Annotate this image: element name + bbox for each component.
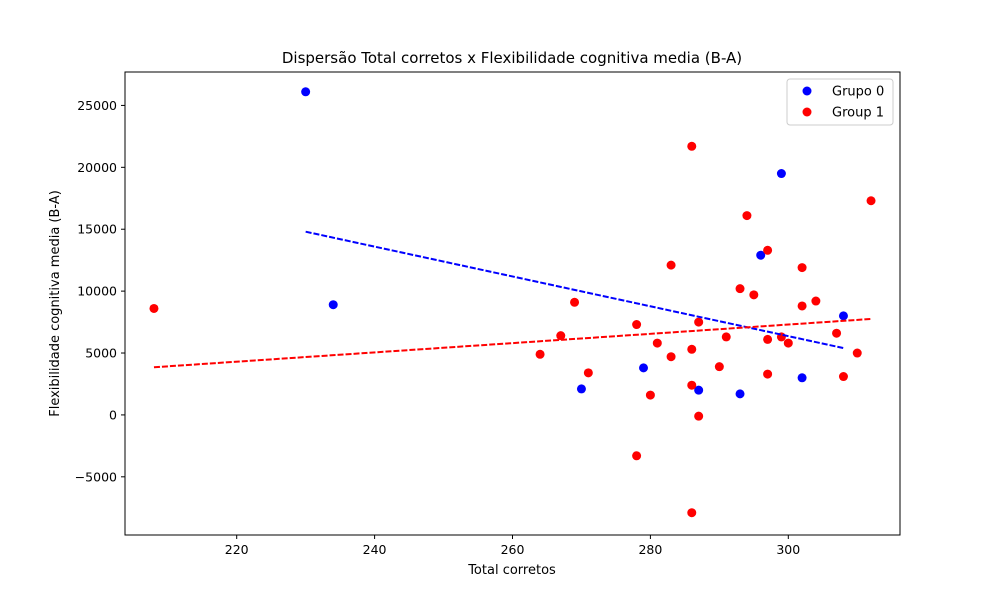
scatter-point-group-1 [632,451,642,461]
scatter-point-group-0 [576,384,586,394]
scatter-point-group-1 [797,263,807,273]
scatter-point-group-1 [652,338,662,348]
scatter-point-group-1 [556,331,566,341]
scatter-point-group-1 [714,362,724,372]
legend-label-group-0: Grupo 0 [832,85,884,100]
scatter-point-group-1 [742,211,752,221]
y-axis-label: Flexibilidade cognitiva media (B-A) [48,190,63,417]
scatter-point-group-1 [783,338,793,348]
x-tick-label: 220 [225,542,249,557]
scatter-point-group-1 [666,260,676,270]
scatter-point-group-0 [328,300,338,310]
scatter-point-group-1 [687,344,697,354]
scatter-point-group-1 [749,290,759,300]
x-tick-label: 300 [776,542,800,557]
scatter-point-group-1 [763,245,773,255]
y-tick-label: 0 [109,407,117,422]
scatter-point-group-1 [694,317,704,327]
trend-line-group-0 [305,230,844,350]
scatter-point-group-0 [756,250,766,260]
scatter-point-group-1 [687,380,697,390]
scatter-point-group-1 [666,352,676,362]
scatter-point-group-0 [776,169,786,179]
scatter-point-group-1 [852,348,862,358]
legend-marker-group-1 [802,107,812,117]
x-tick-label: 280 [638,542,662,557]
scatter-point-group-1 [570,297,580,307]
x-tick-label: 240 [363,542,387,557]
y-tick-label: 15000 [77,222,117,237]
y-tick-label: 25000 [77,98,117,113]
scatter-point-group-1 [811,296,821,306]
scatter-point-group-1 [721,332,731,342]
scatter-point-group-1 [535,349,545,359]
scatter-point-group-1 [149,303,159,313]
scatter-point-group-1 [763,334,773,344]
scatter-point-group-1 [797,301,807,311]
scatter-point-group-1 [687,508,697,518]
scatter-point-group-1 [866,196,876,206]
x-tick-label: 260 [501,542,525,557]
scatter-point-group-1 [645,390,655,400]
y-tick-label: 10000 [77,284,117,299]
legend-marker-group-0 [802,86,812,96]
scatter-point-group-1 [583,368,593,378]
scatter-point-group-1 [632,320,642,330]
scatter-point-group-1 [687,141,697,151]
y-tick-label: −5000 [75,469,117,484]
scatter-point-group-1 [763,369,773,379]
y-tick-label: 20000 [77,160,117,175]
scatter-point-group-1 [735,284,745,294]
scatter-point-group-1 [832,328,842,338]
scatter-point-group-1 [694,411,704,421]
scatter-point-group-1 [838,372,848,382]
scatter-point-group-0 [838,311,848,321]
legend-label-group-1: Group 1 [832,106,884,121]
plot-area [149,87,876,518]
legend: Grupo 0 Group 1 [786,78,894,126]
legend-box [786,78,894,126]
chart-title: Dispersão Total corretos x Flexibilidade… [282,49,742,67]
scatter-point-group-0 [694,385,704,395]
scatter-point-group-0 [301,87,311,97]
scatter-point-group-0 [797,373,807,383]
scatter-point-group-0 [735,389,745,399]
y-tick-label: 5000 [85,346,117,361]
scatter-point-group-0 [639,363,649,373]
x-axis-label: Total corretos [467,563,556,578]
